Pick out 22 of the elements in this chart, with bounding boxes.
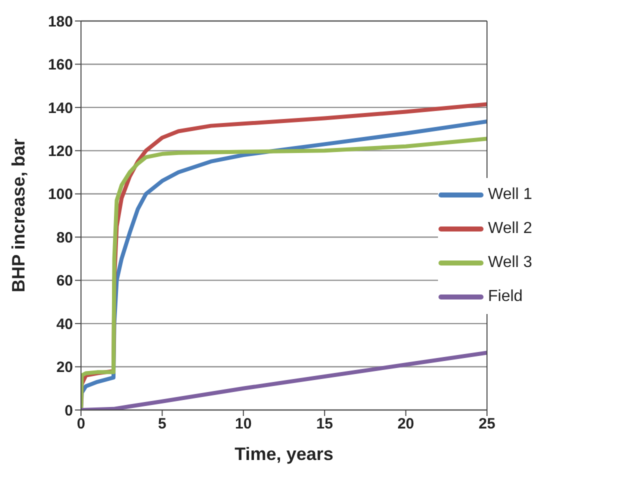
x-tick-label: 10 bbox=[235, 416, 252, 433]
y-tick-label: 160 bbox=[48, 56, 73, 74]
x-tick-label: 25 bbox=[478, 416, 496, 433]
legend-label: Field bbox=[488, 287, 523, 307]
x-tick-label: 15 bbox=[316, 416, 333, 433]
legend-label: Well 3 bbox=[488, 253, 532, 273]
y-axis-title: BHP increase, bar bbox=[8, 138, 28, 292]
y-tick-label: 20 bbox=[56, 359, 73, 376]
y-tick-label: 0 bbox=[64, 402, 73, 420]
y-tick-label: 100 bbox=[48, 186, 73, 204]
y-tick-label: 60 bbox=[56, 272, 73, 290]
y-tick-label: 80 bbox=[56, 229, 73, 246]
x-axis-title: Time, years bbox=[234, 444, 334, 464]
legend-label: Well 2 bbox=[488, 219, 532, 239]
x-tick-label: 0 bbox=[76, 416, 86, 433]
legend-label: Well 1 bbox=[488, 185, 532, 205]
y-tick-label: 40 bbox=[56, 316, 73, 333]
y-tick-label: 180 bbox=[48, 13, 73, 30]
x-tick-label: 5 bbox=[158, 416, 166, 433]
x-tick-label: 20 bbox=[397, 416, 414, 433]
y-tick-label: 140 bbox=[48, 100, 73, 117]
y-tick-label: 120 bbox=[48, 142, 73, 160]
